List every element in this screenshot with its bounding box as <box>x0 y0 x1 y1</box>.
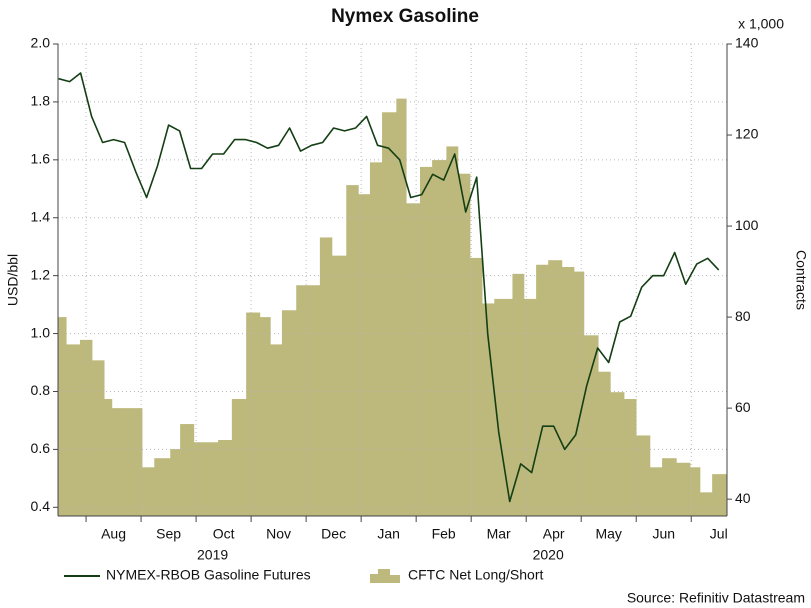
area-step <box>92 360 105 516</box>
y-tick-label: 0.6 <box>31 440 51 456</box>
area-step <box>259 317 271 516</box>
area-step <box>712 474 728 516</box>
source: Source: Refinitiv Datastream <box>627 590 805 606</box>
y2-axis-label: Contracts <box>793 250 809 310</box>
y-axis-label: USD/bbl <box>5 254 21 306</box>
area-step <box>66 344 81 516</box>
area-step <box>536 264 549 516</box>
x-tick-label: Jan <box>377 526 400 542</box>
legend-label: CFTC Net Long/Short <box>408 567 543 583</box>
y2-unit-label: x 1,000 <box>738 16 784 32</box>
x-tick-label: Jun <box>652 526 675 542</box>
x-tick-label: May <box>595 526 621 542</box>
area-step <box>583 335 599 516</box>
y2-tick-label: 140 <box>735 35 759 51</box>
legend-area-swatch <box>370 569 400 583</box>
y2-tick-label: 40 <box>735 490 751 506</box>
area-step <box>58 317 67 516</box>
area-step <box>700 492 713 516</box>
area-step <box>218 439 233 516</box>
area-step <box>117 408 143 516</box>
area-step <box>598 371 611 516</box>
line <box>58 72 720 503</box>
area-step <box>281 310 297 516</box>
x-tick-label: Aug <box>101 526 126 542</box>
area-step <box>319 237 333 516</box>
y-tick-label: 0.4 <box>31 498 51 514</box>
x-tick-label: Mar <box>487 526 511 542</box>
legend-label: NYMEX-RBOB Gasoline Futures <box>106 567 311 583</box>
area-step <box>548 260 563 516</box>
area-step <box>636 435 651 516</box>
y2-tick-label: 100 <box>735 217 759 233</box>
area-step <box>494 298 513 516</box>
area-step <box>358 194 371 516</box>
y-tick-label: 1.6 <box>31 151 51 167</box>
x-tick-label: Feb <box>432 526 456 542</box>
area-step <box>406 203 421 516</box>
y-tick-label: 0.8 <box>31 382 51 398</box>
area-step <box>382 112 397 516</box>
area-step <box>624 399 637 516</box>
area-step <box>420 166 433 517</box>
area-step <box>170 449 181 516</box>
area-step <box>662 458 677 516</box>
year-label: 2020 <box>533 547 564 563</box>
area-step <box>512 273 525 516</box>
area-step <box>446 146 459 516</box>
area-step <box>482 303 495 516</box>
area-step <box>346 185 359 517</box>
y-tick-label: 1.8 <box>31 93 51 109</box>
x-tick-label: Sep <box>156 526 181 542</box>
area-step <box>180 424 195 516</box>
area-step <box>523 298 537 516</box>
x-tick-label: Jul <box>710 526 728 542</box>
area-step <box>331 255 347 516</box>
area-step <box>649 467 663 516</box>
year-label: 2019 <box>197 547 228 563</box>
y-tick-label: 2.0 <box>31 35 51 51</box>
x-tick-label: Nov <box>266 526 291 542</box>
y2-tick-label: 80 <box>735 308 751 324</box>
area-step <box>432 160 447 517</box>
x-tick-label: Dec <box>321 526 346 542</box>
y-tick-label: 1.0 <box>31 324 51 340</box>
area-step <box>111 408 119 516</box>
area-step <box>610 392 625 516</box>
area-step <box>104 399 113 516</box>
area-step <box>231 399 247 516</box>
area-step <box>246 312 261 516</box>
area-step <box>676 462 691 516</box>
area-step <box>561 267 575 516</box>
area-step <box>296 285 321 516</box>
area-step <box>80 339 93 516</box>
area-step <box>369 162 383 516</box>
area-step <box>154 458 171 516</box>
y-tick-label: 1.2 <box>31 266 51 282</box>
area-step <box>574 271 585 516</box>
y2-tick-label: 120 <box>735 126 759 142</box>
area-step <box>270 344 283 516</box>
chart-title: Nymex Gasoline <box>331 6 479 27</box>
x-tick-label: Apr <box>543 526 565 542</box>
area-step <box>396 98 407 517</box>
x-tick-label: Oct <box>213 526 235 542</box>
area-step <box>142 467 155 516</box>
area-step <box>193 442 219 516</box>
y2-tick-label: 60 <box>735 399 751 415</box>
area-step <box>457 173 471 517</box>
area-step <box>690 467 701 516</box>
area-step <box>470 257 483 516</box>
y-tick-label: 1.4 <box>31 208 51 224</box>
